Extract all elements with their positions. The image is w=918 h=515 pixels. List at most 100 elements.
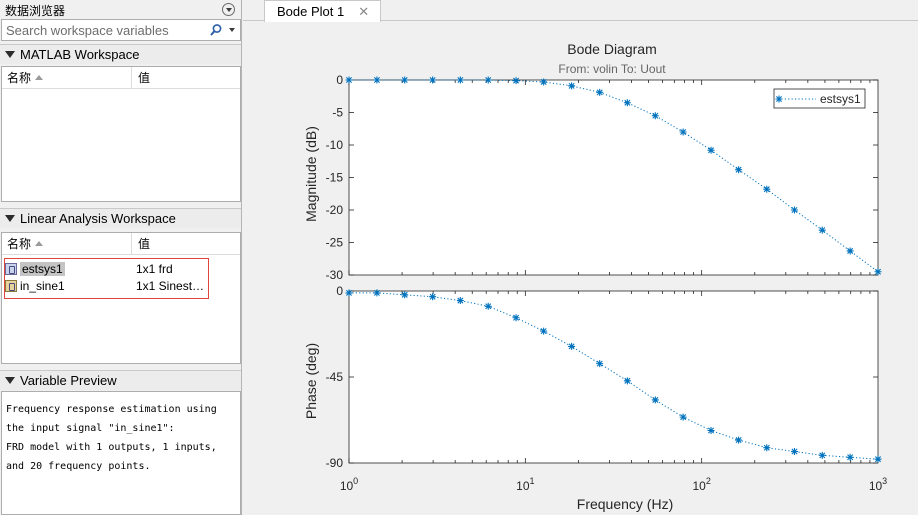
magnitude-data-point [763,185,771,193]
phase-y-tick-label: -45 [326,370,344,384]
column-name-label: 名称 [7,237,32,251]
magnitude-data-point [429,76,437,84]
collapse-icon[interactable] [5,51,15,58]
tab-label: Bode Plot 1 [277,4,345,19]
bode-plot-figure[interactable]: Bode Diagram From: volin To: Uout Freque… [243,22,918,515]
variable-preview-title: Variable Preview [20,373,117,388]
phase-data-point [818,451,826,459]
magnitude-axes-box [348,79,879,276]
data-browser-header: 数据浏览器 [0,0,241,20]
phase-data-point [568,342,576,350]
phase-series-line [349,292,879,460]
x-tick-label: 101 [516,476,534,493]
x-axis-label: Frequency (Hz) [577,496,673,512]
magnitude-data-point [512,77,520,85]
legend-marker [775,95,783,103]
phase-data-point [456,297,464,305]
phase-data-point [373,289,381,297]
magnitude-y-tick-label: -10 [326,138,344,152]
phase-data-point [763,444,771,452]
table-row[interactable]: in_sine1 1x1 Sinest… [2,277,240,294]
table-header: 名称 值 [2,67,240,89]
linear-workspace-header[interactable]: Linear Analysis Workspace [0,208,241,228]
phase-data-point [679,413,687,421]
phase-data-point [623,377,631,385]
phase-axis-label: Phase (deg) [303,343,319,419]
column-name-header[interactable]: 名称 [2,233,132,254]
magnitude-data-point [568,82,576,90]
magnitude-data-point [679,128,687,136]
preview-line: and 20 frequency points. [6,461,151,472]
phase-data-point [596,360,604,368]
magnitude-data-point [735,166,743,174]
phase-data-point [846,453,854,461]
sort-ascending-icon [35,75,44,80]
phase-data-point [874,455,882,463]
search-icon[interactable] [209,23,223,37]
phase-data-point [401,291,409,299]
magnitude-data-point [596,88,604,96]
plot-document-area: Bode Plot 1 ✕ Bode Diagram From: volin T… [243,0,918,515]
table-header: 名称 值 [2,233,240,255]
tab-bode-plot-1[interactable]: Bode Plot 1 ✕ [264,0,381,22]
phase-data-point [540,327,548,335]
phase-data-point [735,436,743,444]
search-options-icon[interactable] [229,28,235,32]
column-name-header[interactable]: 名称 [2,67,132,88]
magnitude-y-tick-label: -5 [332,106,343,120]
magnitude-data-point [846,247,854,255]
panel-menu-icon[interactable] [222,3,235,16]
linear-workspace-table: 名称 值 estsys1 1x1 frd in_sine1 1x1 Sinest… [1,232,241,364]
magnitude-data-point [707,146,715,154]
document-tab-bar: Bode Plot 1 ✕ [243,0,918,22]
column-value-header[interactable]: 值 [138,71,151,85]
preview-line: Frequency response estimation using [6,404,217,415]
magnitude-y-tick-label: -25 [326,236,344,250]
data-browser-pane: 数据浏览器 Search workspace variables MATLAB … [0,0,242,515]
magnitude-data-point [874,268,882,276]
collapse-icon[interactable] [5,215,15,222]
magnitude-data-point [818,226,826,234]
phase-data-point [345,289,353,297]
phase-data-point [707,427,715,435]
magnitude-data-point [373,76,381,84]
magnitude-y-tick-label: -20 [326,203,344,217]
phase-data-point [429,293,437,301]
variable-preview-text: Frequency response estimation using the … [1,391,241,515]
chart-subtitle: From: volin To: Uout [558,62,666,76]
close-tab-icon[interactable]: ✕ [358,3,370,19]
magnitude-data-point [456,76,464,84]
selection-highlight-box [4,258,209,299]
magnitude-data-point [540,78,548,86]
preview-line: FRD model with 1 outputs, 1 inputs, [6,442,217,453]
matlab-workspace-header[interactable]: MATLAB Workspace [0,44,241,64]
column-value-header[interactable]: 值 [138,237,151,251]
magnitude-data-point [651,112,659,120]
collapse-icon[interactable] [5,377,15,384]
magnitude-y-tick-label: -15 [326,171,344,185]
x-tick-label: 103 [869,476,887,493]
variable-preview-header[interactable]: Variable Preview [0,370,241,390]
x-tick-label: 102 [692,476,710,493]
legend-box [773,88,866,109]
magnitude-data-point [484,76,492,84]
magnitude-data-point [790,206,798,214]
table-row[interactable]: estsys1 1x1 frd [2,260,240,277]
matlab-workspace-table: 名称 值 [1,66,241,202]
linear-workspace-title: Linear Analysis Workspace [20,211,176,226]
sort-ascending-icon [35,241,44,246]
magnitude-data-point [345,76,353,84]
matlab-workspace-title: MATLAB Workspace [20,47,140,62]
search-workspace-field[interactable]: Search workspace variables [1,19,241,41]
variable-name: in_sine1 [20,278,65,293]
search-input[interactable]: Search workspace variables [6,22,169,38]
variable-value: 1x1 frd [136,261,173,276]
column-name-label: 名称 [7,71,32,85]
phase-data-point [790,448,798,456]
frd-variable-icon [5,262,17,275]
phase-y-tick-label: -90 [326,456,344,470]
phase-y-tick-label: 0 [336,284,343,298]
chart-title: Bode Diagram [567,41,657,57]
preview-line: the input signal "in_sine1": [6,423,175,434]
phase-data-point [512,314,520,322]
